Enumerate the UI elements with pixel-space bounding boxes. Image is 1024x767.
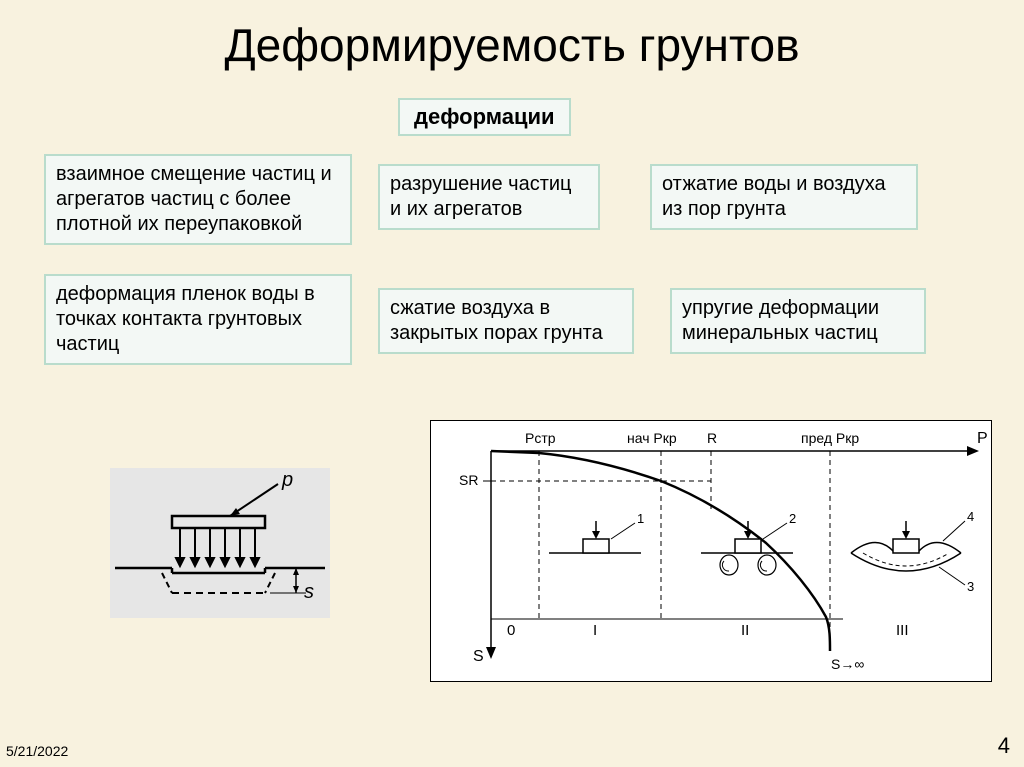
- axis-S: S: [473, 648, 484, 665]
- label-R: R: [707, 430, 717, 446]
- box-1: взаимное смещение частиц и агрегатов час…: [44, 154, 352, 245]
- stage4-num: 4: [967, 509, 974, 524]
- label-p: p: [281, 469, 293, 491]
- zone-0: 0: [507, 622, 515, 639]
- slide-title: Деформируемость грунтов: [0, 18, 1024, 72]
- label-predPkr: пред Pкр: [801, 430, 859, 446]
- footer-date: 5/21/2022: [6, 743, 68, 759]
- label-Sinf: S→∞: [831, 656, 864, 672]
- box-5: сжатие воздуха в закрытых порах грунта: [378, 288, 634, 354]
- stage2-icon: 2: [701, 511, 796, 575]
- zone-I: I: [593, 622, 597, 639]
- footer-page: 4: [998, 733, 1010, 759]
- stage3-num: 3: [967, 579, 974, 594]
- stage1-icon: 1: [549, 511, 644, 553]
- label-Pstr: Pстр: [525, 430, 556, 446]
- box-3: отжатие воды и воздуха из пор грунта: [650, 164, 918, 230]
- diagram-right: S P SR Pстр нач Pкр R пред Pкр 0 I II: [430, 420, 992, 682]
- zone-II: II: [741, 622, 749, 639]
- box-4: деформация пленок воды в точках контакта…: [44, 274, 352, 365]
- stage3-icon: 4 3: [851, 509, 974, 594]
- stage1-num: 1: [637, 511, 644, 526]
- label-nachPkr: нач Pкр: [627, 430, 677, 446]
- label-s: s: [304, 581, 314, 603]
- center-label: деформации: [398, 98, 571, 136]
- box-6: упругие деформации минеральных частиц: [670, 288, 926, 354]
- label-SR: SR: [459, 472, 478, 488]
- axis-P: P: [977, 430, 988, 447]
- stage2-num: 2: [789, 511, 796, 526]
- zone-III: III: [896, 622, 909, 639]
- diagram-left: p s: [110, 468, 330, 618]
- box-2: разрушение частиц и их агрегатов: [378, 164, 600, 230]
